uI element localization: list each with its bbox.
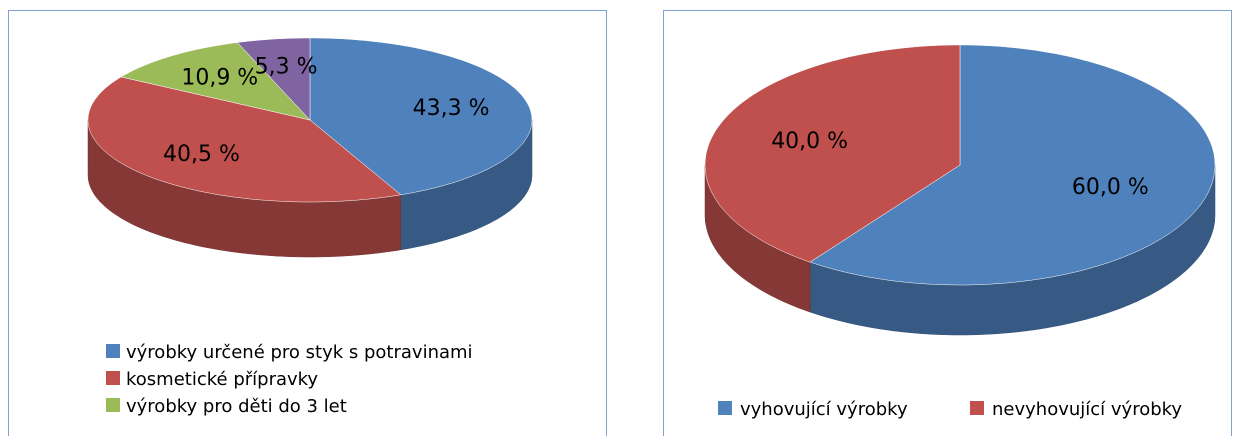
legend-label: výrobky určené pro styk s potravinami <box>126 342 473 363</box>
slice <box>87 76 402 203</box>
legend-swatch <box>106 344 120 358</box>
legend-swatch <box>106 398 120 412</box>
slice <box>236 37 311 121</box>
legend-label: kosmetické přípravky <box>126 369 318 390</box>
data-label: 40,0 % <box>771 129 848 154</box>
data-label: 5,3 % <box>255 54 318 79</box>
legend-swatch <box>106 371 120 385</box>
data-label: 60,0 % <box>1072 175 1149 200</box>
legend-swatch <box>970 401 984 415</box>
slice <box>704 44 961 263</box>
data-label: 43,3 % <box>413 96 490 121</box>
legend-label: výrobky pro děti do 3 let <box>126 396 347 417</box>
data-label: 10,9 % <box>181 65 258 90</box>
legend-label: vyhovující výrobky <box>740 399 908 420</box>
slice <box>809 44 1216 286</box>
slice <box>309 37 533 196</box>
data-label: 40,5 % <box>163 142 240 167</box>
slice <box>120 42 311 121</box>
legend-swatch <box>718 401 732 415</box>
legend-label: nevyhovující výrobky <box>992 399 1182 420</box>
